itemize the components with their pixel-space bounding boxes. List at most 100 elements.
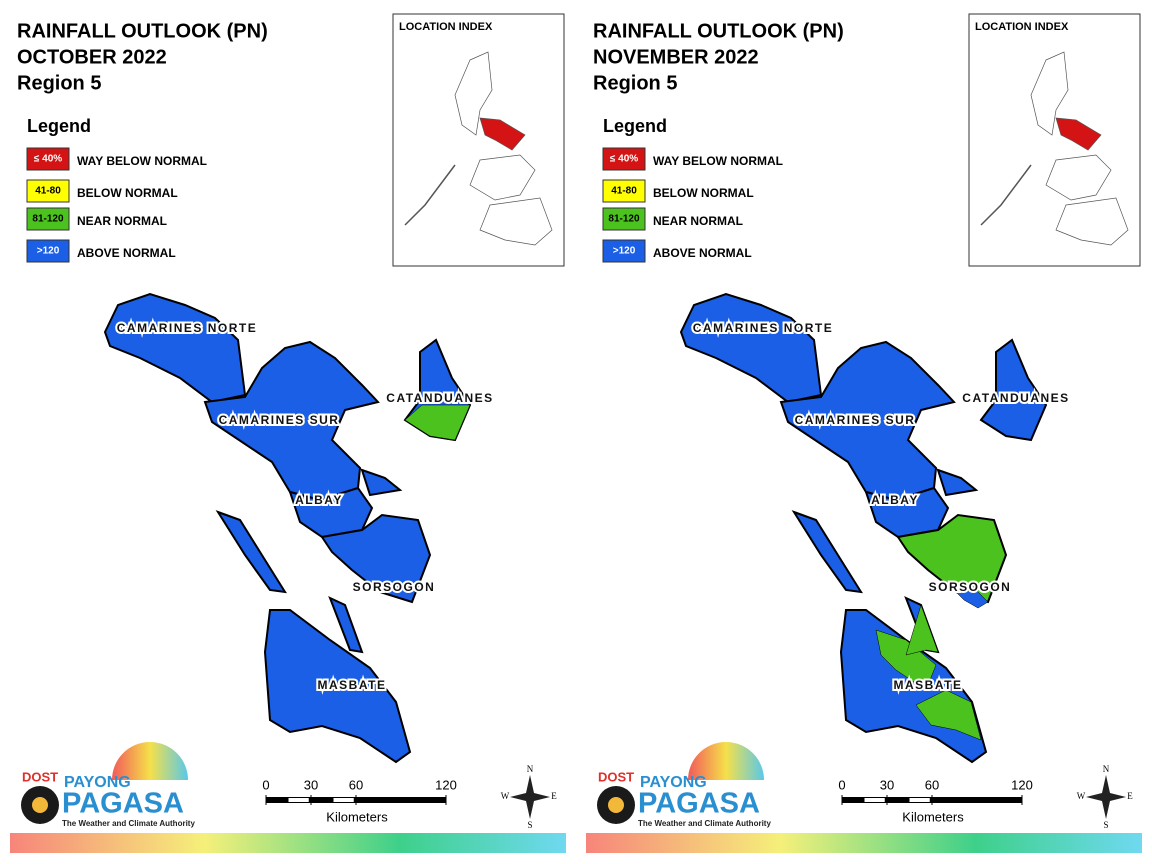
province-label: MASBATE	[318, 678, 387, 692]
scale-label: 120	[1011, 777, 1033, 792]
legend-swatch	[602, 207, 646, 231]
map-title: Region 5	[593, 72, 677, 94]
color-band	[586, 833, 1142, 853]
logo-tagline: The Weather and Climate Authority	[638, 819, 771, 828]
province-label: ALBAY	[295, 493, 343, 507]
legend-swatch-label: 81-120	[608, 214, 640, 225]
map-title: RAINFALL OUTLOOK (PN)	[593, 20, 844, 42]
index-mindanao	[479, 197, 553, 246]
province-label: ALBAY	[871, 493, 919, 507]
scale-label: 30	[304, 777, 318, 792]
scale-label: 60	[349, 777, 363, 792]
legend-swatch	[26, 147, 70, 171]
legend-swatch-label: 41-80	[35, 186, 61, 197]
province-shape	[864, 486, 950, 539]
index-luzon	[454, 51, 493, 136]
legend-title: Legend	[603, 116, 667, 136]
index-mindanao	[1055, 197, 1129, 246]
legend-swatch	[602, 147, 646, 171]
province-shape	[103, 292, 247, 404]
compass-label: S	[527, 820, 532, 830]
island	[215, 510, 287, 594]
province-label: MASBATE	[894, 678, 963, 692]
panel: RAINFALL OUTLOOK (PN) NOVEMBER 2022 Region…	[586, 13, 1142, 853]
province-label: CATANDUANES	[962, 391, 1069, 405]
province-shape	[203, 340, 380, 502]
scale-unit: Kilometers	[326, 809, 388, 824]
compass-label: E	[551, 791, 557, 801]
outlook-patch	[955, 589, 989, 609]
logo-umbrella	[688, 742, 764, 780]
legend-label: WAY BELOW NORMAL	[77, 154, 207, 168]
province-label: CAMARINES SUR	[795, 413, 916, 427]
legend-swatch-label: ≤ 40%	[34, 154, 62, 165]
legend-swatch-label: >120	[613, 246, 636, 257]
index-title: LOCATION INDEX	[975, 21, 1069, 33]
index-bicol	[1055, 117, 1102, 151]
island	[936, 468, 979, 497]
legend-swatch-label: 41-80	[611, 186, 637, 197]
legend-label: BELOW NORMAL	[653, 186, 754, 200]
compass-label: E	[1127, 791, 1133, 801]
map-title: RAINFALL OUTLOOK (PN)	[17, 20, 268, 42]
legend-swatch	[602, 239, 646, 263]
province-shape	[288, 486, 374, 539]
island	[360, 468, 403, 497]
scale-segment	[864, 798, 885, 802]
province-shape	[896, 513, 1008, 604]
scale-segment	[333, 798, 354, 802]
outlook-patch	[915, 689, 982, 741]
scale-segment	[909, 798, 930, 802]
legend-swatch-label: ≤ 40%	[610, 154, 638, 165]
scale-label: 60	[925, 777, 939, 792]
province-label: SORSOGON	[929, 580, 1012, 594]
legend-swatch	[602, 179, 646, 203]
scale-segment	[288, 798, 309, 802]
province-label: CAMARINES NORTE	[117, 321, 258, 335]
index-palawan	[404, 164, 456, 226]
province-shape	[979, 338, 1048, 442]
compass-label: N	[527, 764, 534, 774]
map-title: OCTOBER 2022	[17, 46, 167, 68]
province-shape	[679, 292, 823, 404]
index-palawan	[980, 164, 1032, 226]
legend-label: NEAR NORMAL	[77, 214, 167, 228]
legend-swatch	[26, 207, 70, 231]
index-visayas	[469, 154, 536, 201]
island	[328, 596, 364, 654]
scale-label: 30	[880, 777, 894, 792]
legend-label: BELOW NORMAL	[77, 186, 178, 200]
compass-rose	[510, 775, 550, 819]
legend-swatch-label: 81-120	[32, 214, 64, 225]
index-visayas	[1045, 154, 1112, 201]
outlook-patch	[875, 629, 937, 691]
province-label: CAMARINES SUR	[219, 413, 340, 427]
map-title: Region 5	[17, 72, 101, 94]
logo-umbrella	[112, 742, 188, 780]
map-title: NOVEMBER 2022	[593, 46, 759, 68]
island	[791, 510, 863, 594]
compass-label: N	[1103, 764, 1110, 774]
legend-title: Legend	[27, 116, 91, 136]
compass-rose	[1086, 775, 1126, 819]
scale-label: 0	[262, 777, 269, 792]
legend-label: NEAR NORMAL	[653, 214, 743, 228]
logo-name: PAGASA	[62, 788, 184, 820]
logo-seal-inner	[608, 797, 624, 813]
compass-label: S	[1103, 820, 1108, 830]
province-shape	[320, 513, 432, 604]
legend-swatch	[26, 239, 70, 263]
province-label: CAMARINES NORTE	[693, 321, 834, 335]
legend-label: ABOVE NORMAL	[653, 246, 752, 260]
logo-tagline: The Weather and Climate Authority	[62, 819, 195, 828]
logo-name: PAGASA	[638, 788, 760, 820]
province-label: SORSOGON	[353, 580, 436, 594]
logo-brand: PAYONG	[640, 774, 707, 791]
index-title: LOCATION INDEX	[399, 21, 493, 33]
panel: RAINFALL OUTLOOK (PN) OCTOBER 2022 Region …	[10, 13, 566, 853]
logo-agency: DOST	[22, 769, 58, 784]
compass-label: W	[1077, 791, 1086, 801]
legend-swatch-label: >120	[37, 246, 60, 257]
legend-swatch	[26, 179, 70, 203]
